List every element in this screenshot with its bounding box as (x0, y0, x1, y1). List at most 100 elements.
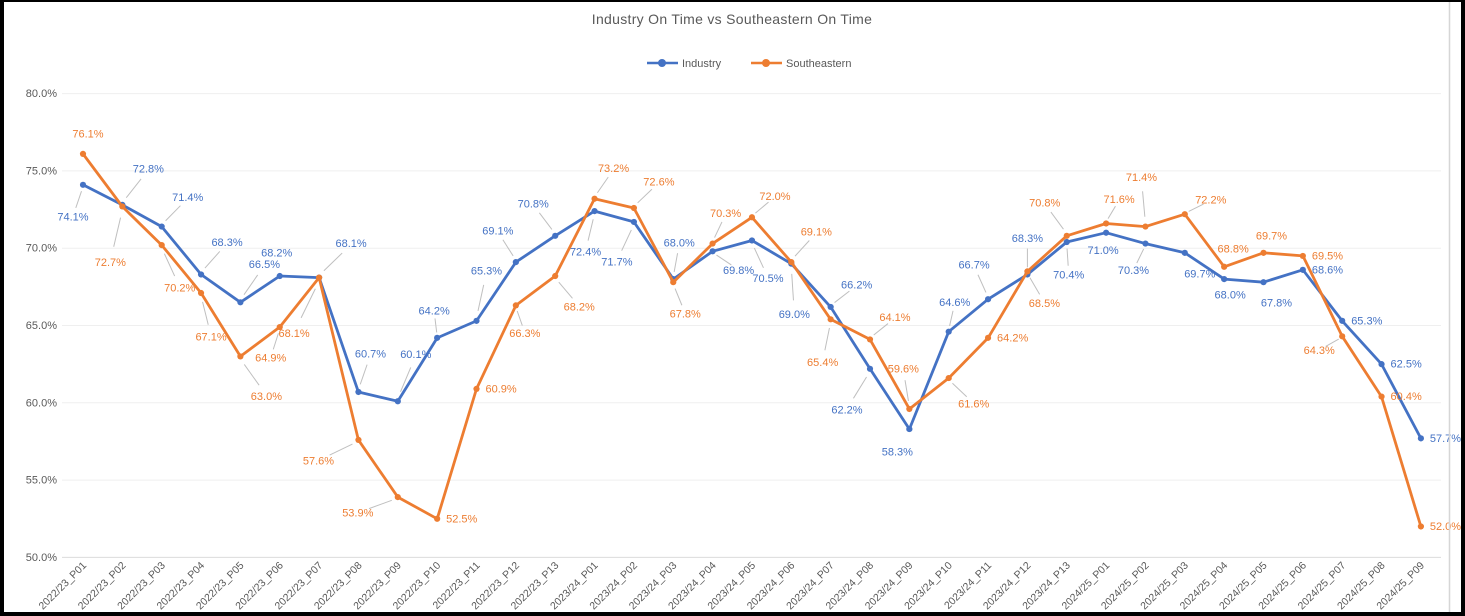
data-label-southeastern: 71.6% (1103, 194, 1134, 206)
label-leader-line (300, 288, 316, 319)
data-marker-industry (237, 299, 244, 306)
data-marker-industry (1103, 229, 1110, 236)
data-marker-southeastern (788, 259, 795, 266)
data-marker-southeastern (1260, 249, 1267, 256)
y-axis-label: 75.0% (26, 165, 57, 177)
data-label-southeastern: 64.2% (997, 332, 1028, 344)
data-marker-southeastern (197, 289, 205, 297)
label-leader-line (204, 251, 221, 269)
data-marker-industry (1378, 361, 1385, 368)
data-marker-southeastern (119, 203, 126, 210)
data-marker-southeastern (355, 436, 362, 444)
label-leader-line (755, 201, 769, 214)
data-marker-southeastern (394, 494, 401, 501)
data-marker-southeastern (945, 374, 952, 382)
data-marker-southeastern (866, 336, 874, 343)
data-marker-southeastern (276, 323, 283, 331)
label-leader-line (853, 376, 867, 399)
legend: Industry Southeastern (647, 58, 851, 70)
data-label-industry: 62.2% (831, 404, 862, 416)
data-marker-southeastern (1339, 333, 1346, 340)
data-marker-industry (906, 425, 913, 433)
data-marker-industry (512, 259, 519, 266)
data-label-southeastern: 60.4% (1391, 391, 1422, 403)
data-label-industry: 74.1% (57, 211, 88, 223)
data-marker-industry (197, 271, 205, 278)
label-leader-line (904, 380, 909, 402)
data-marker-industry (552, 232, 559, 239)
label-leader-line (1050, 211, 1064, 230)
data-marker-southeastern (984, 334, 992, 341)
data-label-southeastern: 68.1% (278, 328, 309, 340)
data-label-industry: 69.7% (1184, 268, 1215, 280)
y-axis-label: 65.0% (26, 320, 57, 332)
data-label-industry: 71.4% (172, 192, 203, 204)
data-label-industry: 60.7% (355, 348, 386, 360)
data-label-southeastern: 60.9% (486, 383, 517, 395)
data-label-industry: 68.0% (1215, 290, 1246, 302)
data-marker-industry (945, 328, 952, 335)
data-marker-southeastern (748, 214, 756, 221)
label-leader-line (753, 247, 764, 269)
data-marker-industry (1339, 317, 1346, 324)
label-leader-line (538, 212, 553, 230)
data-marker-southeastern (591, 195, 598, 202)
data-marker-southeastern (316, 274, 323, 281)
data-label-southeastern: 68.8% (1218, 243, 1249, 255)
label-leader-line (873, 323, 889, 336)
label-leader-line (949, 310, 954, 326)
label-leader-line (163, 253, 176, 277)
data-label-southeastern: 64.9% (255, 353, 286, 365)
y-axis-label: 60.0% (26, 397, 57, 409)
data-label-southeastern: 68.2% (564, 302, 595, 314)
label-leader-line (834, 290, 850, 303)
data-label-southeastern: 72.7% (95, 257, 126, 269)
label-leader-line (1188, 203, 1204, 212)
label-leader-line (434, 318, 438, 333)
data-marker-industry (827, 303, 834, 311)
label-leader-line (558, 281, 573, 299)
data-marker-industry (748, 237, 756, 244)
data-marker-southeastern (434, 515, 441, 522)
data-marker-industry (1063, 238, 1070, 246)
data-marker-industry (473, 317, 480, 324)
data-marker-industry (709, 248, 716, 255)
label-leader-line (400, 367, 412, 393)
data-marker-industry (630, 218, 638, 226)
label-leader-line (673, 253, 679, 273)
data-label-industry: 67.8% (1261, 298, 1292, 310)
data-label-southeastern: 64.3% (1304, 345, 1335, 357)
data-label-southeastern: 63.0% (251, 391, 282, 403)
data-label-industry: 70.8% (518, 198, 549, 210)
label-leader-line (714, 221, 723, 238)
label-leader-line (1107, 205, 1116, 219)
label-leader-line (516, 310, 523, 326)
data-marker-industry (79, 181, 87, 188)
legend-label-industry: Industry (682, 58, 722, 70)
data-marker-industry (866, 365, 874, 372)
data-label-industry: 64.2% (419, 305, 450, 317)
data-marker-industry (276, 272, 283, 280)
data-label-southeastern: 67.1% (195, 332, 226, 344)
data-label-southeastern: 70.8% (1029, 197, 1060, 209)
data-label-industry: 70.5% (752, 273, 783, 285)
label-leader-line (75, 191, 82, 209)
y-axis-label: 55.0% (26, 475, 57, 487)
data-label-industry: 65.3% (471, 265, 502, 277)
y-axis-label: 50.0% (26, 552, 57, 564)
label-leader-line (794, 240, 810, 257)
label-leader-line (977, 274, 987, 293)
data-marker-industry (591, 207, 598, 215)
data-label-industry: 69.8% (723, 265, 754, 277)
data-label-industry: 62.5% (1391, 359, 1422, 371)
series-line-southeastern (81, 152, 1423, 528)
data-marker-southeastern (1221, 263, 1228, 270)
label-leader-line (113, 217, 122, 247)
label-leader-line (621, 229, 632, 251)
data-label-southeastern: 73.2% (598, 163, 629, 175)
data-marker-southeastern (827, 316, 834, 323)
data-label-southeastern: 71.4% (1126, 172, 1157, 184)
data-marker-industry (1260, 279, 1267, 286)
data-label-southeastern: 66.3% (509, 328, 540, 340)
label-leader-line (329, 443, 353, 456)
